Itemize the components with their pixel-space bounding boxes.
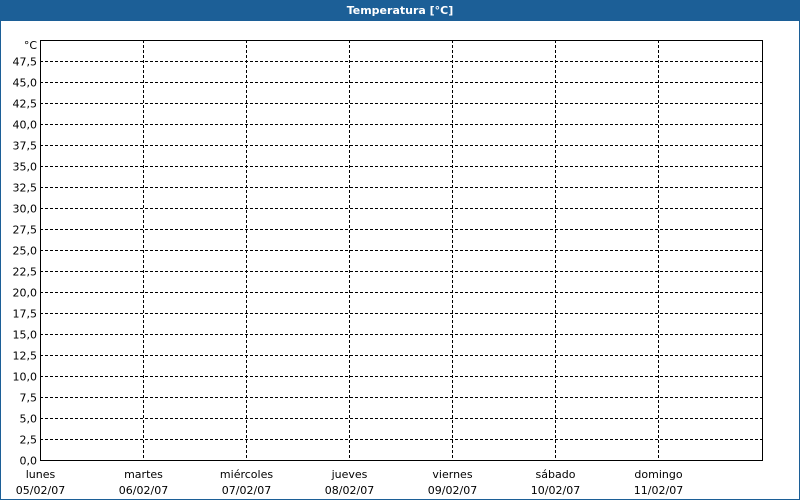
y-tick-label: 2,5 [20,434,38,447]
y-tick-label: 40,0 [13,119,38,132]
x-tick-day: viernes [432,468,472,481]
chart-title: Temperatura [°C] [1,1,799,21]
y-tick-label: 27,5 [13,224,38,237]
y-axis-unit: °C [24,39,38,52]
x-tick-date: 08/02/07 [325,484,374,497]
y-tick-label: 15,0 [13,329,38,342]
x-tick-day: martes [124,468,163,481]
y-tick-label: 47,5 [13,56,38,69]
x-tick-day: sábado [536,468,576,481]
plot-area-border [40,40,763,461]
y-tick-label: 10,0 [13,371,38,384]
y-tick-label: 45,0 [13,77,38,90]
x-tick-date: 11/02/07 [634,484,683,497]
y-tick-label: 7,5 [20,392,38,405]
x-tick-date: 07/02/07 [222,484,271,497]
x-tick-date: 09/02/07 [428,484,477,497]
y-tick-label: 37,5 [13,140,38,153]
y-tick-label: 20,0 [13,287,38,300]
x-tick-day: lunes [26,468,56,481]
x-tick-date: 06/02/07 [119,484,168,497]
y-tick-label: 22,5 [13,266,38,279]
y-tick-label: 30,0 [13,203,38,216]
y-tick-label: 25,0 [13,245,38,258]
y-tick-label: 0,0 [20,455,38,468]
y-tick-label: 12,5 [13,350,38,363]
x-tick-day: miércoles [220,468,273,481]
x-tick-date: 10/02/07 [531,484,580,497]
x-tick-date: 05/02/07 [16,484,65,497]
y-tick-label: 5,0 [20,413,38,426]
y-tick-label: 35,0 [13,161,38,174]
x-tick-day: jueves [331,468,368,481]
x-tick-day: domingo [634,468,682,481]
y-tick-label: 17,5 [13,308,38,321]
y-tick-label: 42,5 [13,98,38,111]
y-tick-label: 32,5 [13,182,38,195]
